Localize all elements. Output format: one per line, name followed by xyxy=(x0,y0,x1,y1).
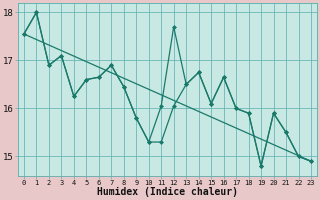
X-axis label: Humidex (Indice chaleur): Humidex (Indice chaleur) xyxy=(97,187,238,197)
